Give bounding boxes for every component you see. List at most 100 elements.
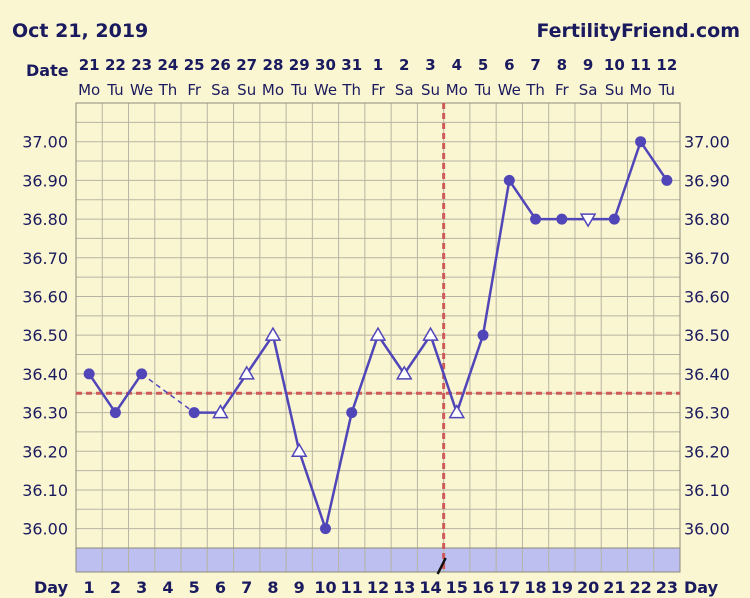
date-label: 2 <box>399 56 409 74</box>
series-segment <box>324 412 353 529</box>
date-label: 6 <box>504 56 514 74</box>
chart-date-header: Oct 21, 2019 <box>12 20 149 42</box>
day-number-label: 1 <box>84 578 95 597</box>
data-point-triangle <box>238 365 256 380</box>
y-tick-label-left: 36.00 <box>22 520 68 539</box>
day-number-label: 12 <box>367 578 389 597</box>
chart-guides <box>76 103 680 575</box>
series-segment <box>639 140 668 182</box>
date-label: 29 <box>289 56 310 74</box>
data-point-triangle <box>422 326 439 341</box>
weekday-label: Th <box>525 81 545 99</box>
y-tick-label-right: 36.80 <box>684 210 730 229</box>
weekday-label: Th <box>341 81 361 99</box>
data-point-triangle <box>290 442 308 458</box>
day-number-label: 18 <box>524 578 546 597</box>
date-label: 22 <box>105 56 126 74</box>
data-point <box>661 174 673 186</box>
day-number-label: 19 <box>551 578 573 597</box>
date-label: 8 <box>557 56 567 74</box>
series-gap-segment <box>141 373 195 414</box>
date-label: 11 <box>630 56 651 74</box>
weekday-label: Sa <box>211 81 230 99</box>
series-segment <box>245 334 274 375</box>
y-tick-label-left: 37.00 <box>22 133 68 152</box>
temperature-series <box>83 136 673 535</box>
weekday-label: Mo <box>262 81 284 99</box>
date-label: 1 <box>373 56 383 74</box>
weekday-label: Sa <box>579 81 598 99</box>
data-point-triangle <box>448 404 466 419</box>
data-point <box>83 368 95 380</box>
date-label: 31 <box>341 56 362 74</box>
data-point-triangle <box>395 365 413 380</box>
date-label: 9 <box>583 56 593 74</box>
series-segment <box>114 373 143 414</box>
data-point <box>346 407 358 419</box>
weekday-label: Su <box>237 81 256 99</box>
series-segment <box>613 141 642 220</box>
data-point <box>503 174 515 186</box>
day-number-label: 3 <box>136 578 147 597</box>
date-row-label: Date <box>26 61 69 80</box>
series-segment <box>298 450 327 530</box>
data-point <box>556 213 568 225</box>
data-point-triangle <box>212 404 229 419</box>
date-label: 7 <box>530 56 540 74</box>
y-tick-label-right: 36.70 <box>684 249 730 268</box>
series-segment <box>271 334 301 452</box>
day-number-label: 10 <box>314 578 336 597</box>
plot-border <box>75 102 681 573</box>
data-point <box>530 213 542 225</box>
y-tick-label-left: 36.60 <box>22 287 68 306</box>
weekday-label: Fr <box>555 81 570 99</box>
y-tick-label-right: 36.60 <box>684 287 730 306</box>
data-point <box>635 136 647 148</box>
weekday-label: Su <box>605 81 624 99</box>
weekday-label: Tu <box>106 81 123 99</box>
y-tick-label-left: 36.50 <box>22 326 68 345</box>
y-tick-label-left: 36.70 <box>22 249 68 268</box>
series-segment <box>429 334 458 413</box>
weekday-label: Mo <box>630 81 652 99</box>
day-number-label: 23 <box>656 578 678 597</box>
y-tick-label-right: 36.40 <box>684 365 730 384</box>
weekday-label: We <box>314 81 337 99</box>
y-tick-label-right: 36.50 <box>684 326 730 345</box>
data-point <box>608 213 620 225</box>
weekday-label: Fr <box>187 81 202 99</box>
day-number-label: 14 <box>419 578 441 597</box>
day-number-label: 7 <box>241 578 252 597</box>
data-point-triangle <box>369 326 387 341</box>
date-label: 30 <box>315 56 336 74</box>
day-number-label: 5 <box>189 578 200 597</box>
series-segment <box>219 373 248 414</box>
date-label: 21 <box>79 56 100 74</box>
date-label: 25 <box>184 56 205 74</box>
weekday-label: Tu <box>290 81 307 99</box>
y-tick-label-right: 36.00 <box>684 520 730 539</box>
weekday-label: Su <box>421 81 440 99</box>
day-number-label: 17 <box>498 578 520 597</box>
date-label: 27 <box>236 56 257 74</box>
data-point <box>188 407 200 419</box>
series-segment <box>481 180 511 336</box>
day-number-label: 8 <box>267 578 278 597</box>
y-tick-label-left: 36.10 <box>22 481 68 500</box>
data-point <box>319 523 331 535</box>
day-number-label: 20 <box>577 578 599 597</box>
day-number-label: 13 <box>393 578 415 597</box>
day-row-label-right: Day <box>684 578 719 597</box>
data-point <box>136 368 148 380</box>
weekday-label: Mo <box>446 81 468 99</box>
y-tick-label-right: 36.90 <box>684 171 730 190</box>
series-segment <box>350 334 380 413</box>
ovulation-marker <box>436 557 447 575</box>
date-label: 28 <box>263 56 284 74</box>
date-label: 26 <box>210 56 231 74</box>
day-number-label: 2 <box>110 578 121 597</box>
day-number-label: 15 <box>446 578 468 597</box>
data-point-triangle <box>264 326 282 341</box>
day-strip <box>76 548 680 572</box>
